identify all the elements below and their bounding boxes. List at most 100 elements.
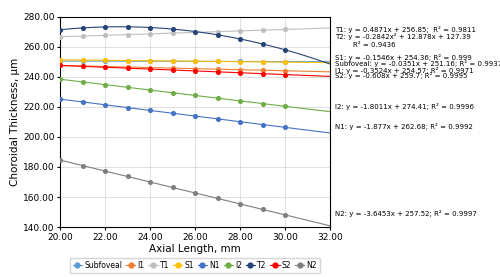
Point bbox=[258, 60, 266, 64]
Point bbox=[236, 99, 244, 103]
Point bbox=[168, 91, 176, 95]
Text: S1: y = -0.1546x + 254.36; R² = 0.999: S1: y = -0.1546x + 254.36; R² = 0.999 bbox=[335, 55, 472, 61]
Point bbox=[146, 108, 154, 113]
Point bbox=[101, 59, 109, 63]
Point bbox=[56, 158, 64, 162]
Point bbox=[101, 64, 109, 69]
Point bbox=[258, 71, 266, 76]
Point bbox=[191, 69, 199, 73]
Point bbox=[236, 68, 244, 72]
Point bbox=[146, 180, 154, 184]
Point bbox=[124, 65, 132, 69]
Point bbox=[168, 66, 176, 70]
Text: I1: y = -0.3524x + 254.57; R² = 0.9971: I1: y = -0.3524x + 254.57; R² = 0.9971 bbox=[335, 66, 473, 73]
Text: Subfoveal: y = -0.0351x + 251.16; R² = 0.9937: Subfoveal: y = -0.0351x + 251.16; R² = 0… bbox=[335, 60, 500, 68]
Point bbox=[168, 185, 176, 190]
Point bbox=[214, 70, 222, 74]
Point bbox=[56, 59, 64, 63]
Point bbox=[214, 67, 222, 71]
Point bbox=[214, 29, 222, 34]
Point bbox=[236, 59, 244, 64]
Point bbox=[78, 58, 86, 62]
Point bbox=[191, 191, 199, 195]
Point bbox=[281, 27, 289, 32]
Point bbox=[281, 213, 289, 217]
Point bbox=[214, 96, 222, 100]
Point bbox=[168, 111, 176, 116]
Y-axis label: Choroidal Thickness, μm: Choroidal Thickness, μm bbox=[10, 58, 20, 186]
Point bbox=[258, 28, 266, 32]
Point bbox=[124, 59, 132, 63]
Point bbox=[236, 60, 244, 64]
Point bbox=[78, 100, 86, 104]
Point bbox=[191, 59, 199, 63]
Point bbox=[101, 58, 109, 63]
Point bbox=[281, 104, 289, 109]
Point bbox=[56, 77, 64, 81]
Point bbox=[236, 119, 244, 124]
Point bbox=[101, 82, 109, 87]
Point bbox=[258, 42, 266, 46]
Point bbox=[191, 59, 199, 64]
Point bbox=[258, 101, 266, 106]
Point bbox=[191, 29, 199, 34]
Point bbox=[124, 32, 132, 37]
Point bbox=[78, 59, 86, 63]
Point bbox=[236, 29, 244, 33]
Text: T2: y = -0.2842x² + 12.878x + 127.39
        R² = 0.9436: T2: y = -0.2842x² + 12.878x + 127.39 R² … bbox=[335, 34, 471, 48]
Point bbox=[168, 59, 176, 63]
Legend: Subfoveal, I1, T1, S1, N1, I2, T2, S2, N2: Subfoveal, I1, T1, S1, N1, I2, T2, S2, N… bbox=[70, 258, 320, 273]
Point bbox=[56, 58, 64, 62]
Point bbox=[78, 64, 86, 68]
Point bbox=[124, 66, 132, 70]
Point bbox=[56, 63, 64, 68]
Point bbox=[146, 25, 154, 30]
Point bbox=[124, 58, 132, 63]
Point bbox=[78, 80, 86, 84]
Point bbox=[78, 163, 86, 168]
Point bbox=[191, 114, 199, 118]
Point bbox=[101, 33, 109, 37]
Point bbox=[214, 196, 222, 201]
X-axis label: Axial Length, mm: Axial Length, mm bbox=[149, 245, 241, 255]
Point bbox=[78, 26, 86, 30]
Point bbox=[124, 174, 132, 179]
Point bbox=[168, 59, 176, 63]
Text: S2: y = -0.608x + 259.7; R² = 0.9995: S2: y = -0.608x + 259.7; R² = 0.9995 bbox=[335, 72, 468, 79]
Point bbox=[258, 207, 266, 212]
Point bbox=[56, 97, 64, 101]
Point bbox=[101, 102, 109, 107]
Point bbox=[124, 25, 132, 29]
Point bbox=[56, 35, 64, 39]
Point bbox=[258, 59, 266, 64]
Point bbox=[214, 33, 222, 37]
Point bbox=[191, 93, 199, 98]
Point bbox=[168, 31, 176, 35]
Point bbox=[146, 59, 154, 63]
Point bbox=[124, 85, 132, 89]
Point bbox=[146, 58, 154, 63]
Point bbox=[146, 65, 154, 70]
Point bbox=[281, 59, 289, 64]
Point bbox=[191, 66, 199, 71]
Point bbox=[258, 68, 266, 73]
Text: N2: y = -3.6453x + 257.52; R² = 0.9997: N2: y = -3.6453x + 257.52; R² = 0.9997 bbox=[335, 210, 477, 217]
Point bbox=[56, 27, 64, 32]
Point bbox=[78, 64, 86, 69]
Point bbox=[124, 105, 132, 110]
Point bbox=[146, 88, 154, 92]
Point bbox=[236, 37, 244, 41]
Point bbox=[191, 30, 199, 35]
Point bbox=[101, 65, 109, 70]
Text: N1: y = -1.877x + 262.68; R² = 0.9992: N1: y = -1.877x + 262.68; R² = 0.9992 bbox=[335, 123, 473, 130]
Point bbox=[56, 63, 64, 68]
Point bbox=[146, 67, 154, 71]
Point bbox=[281, 72, 289, 77]
Point bbox=[258, 122, 266, 127]
Point bbox=[281, 68, 289, 73]
Point bbox=[146, 32, 154, 36]
Point bbox=[101, 169, 109, 173]
Point bbox=[78, 34, 86, 38]
Point bbox=[281, 125, 289, 130]
Point bbox=[214, 59, 222, 64]
